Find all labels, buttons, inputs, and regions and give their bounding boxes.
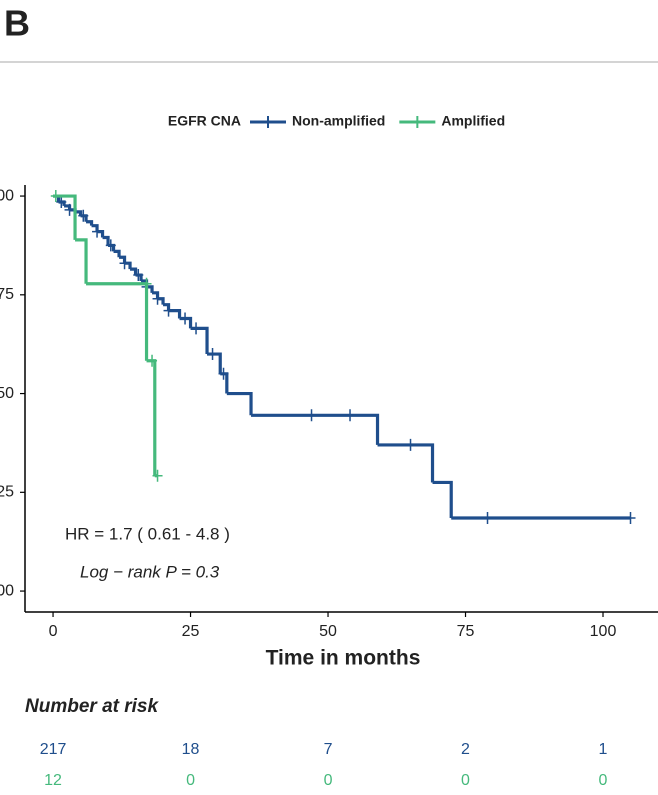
survival-step <box>207 352 222 374</box>
censor-mark <box>92 225 103 238</box>
censor-mark <box>152 292 163 305</box>
survival-step <box>168 309 182 319</box>
survival-step <box>157 297 165 305</box>
censor-mark <box>218 367 229 380</box>
x-axis-title: Time in months <box>266 647 421 670</box>
logrank-annotation: Log − rank P = 0.3 <box>80 562 220 581</box>
censor-mark <box>625 511 636 524</box>
survival-step <box>102 235 110 246</box>
survival-step <box>190 326 209 355</box>
x-tick-label: 100 <box>590 623 617 640</box>
censor-mark <box>147 354 158 367</box>
y-tick-label: 1.00 <box>0 187 14 204</box>
survival-step <box>226 391 253 416</box>
legend-label: Amplified <box>441 113 505 129</box>
censor-mark <box>56 195 67 208</box>
survival-step <box>130 267 138 276</box>
risk-count: 0 <box>599 772 608 789</box>
censor-mark <box>64 203 75 216</box>
survival-step <box>91 224 99 232</box>
risk-count: 0 <box>186 772 195 789</box>
survival-step <box>75 210 83 216</box>
y-tick-label: 0.50 <box>0 385 14 402</box>
censor-mark <box>119 257 130 270</box>
censor-mark <box>207 348 218 361</box>
survival-step <box>163 303 171 311</box>
x-tick-label: 50 <box>319 623 337 640</box>
x-tick-label: 25 <box>182 623 200 640</box>
y-tick-label: 0.00 <box>0 582 14 599</box>
censor-mark <box>141 277 152 290</box>
survival-step <box>251 413 380 445</box>
censor-mark <box>78 209 89 222</box>
censor-mark <box>180 312 191 325</box>
legend-label: Non-amplified <box>292 113 385 129</box>
x-tick-label: 75 <box>457 623 475 640</box>
legend-swatch-plus <box>262 116 274 128</box>
censor-mark <box>50 190 61 203</box>
censor-mark <box>191 322 202 335</box>
legend-swatch-plus <box>411 116 424 128</box>
survival-step <box>86 220 94 226</box>
survival-step <box>119 255 127 264</box>
x-tick-label: 0 <box>49 623 58 640</box>
censor-mark <box>306 409 317 422</box>
survival-step <box>124 261 132 270</box>
censor-mark <box>133 269 144 282</box>
censor-mark <box>152 469 163 482</box>
legend-title: EGFR CNA <box>168 113 241 129</box>
censor-mark <box>405 438 416 451</box>
censor-mark <box>163 304 174 317</box>
survival-step <box>113 249 121 258</box>
survival-step <box>75 238 88 284</box>
risk-count: 12 <box>44 772 62 789</box>
panel-label: B <box>4 3 30 44</box>
survival-step <box>86 282 149 361</box>
risk-count: 2 <box>461 741 470 758</box>
hr-annotation: HR = 1.7 ( 0.61 - 4.8 ) <box>65 524 230 543</box>
y-tick-label: 0.75 <box>0 286 14 303</box>
risk-count: 217 <box>40 741 67 758</box>
y-tick-label: 0.25 <box>0 484 14 501</box>
survival-step <box>97 230 105 238</box>
survival-step <box>432 480 453 518</box>
risk-count: 18 <box>182 741 200 758</box>
risk-count: 1 <box>599 741 608 758</box>
censor-mark <box>105 239 116 252</box>
survival-step <box>377 443 435 483</box>
risk-count: 7 <box>324 741 333 758</box>
survival-step <box>152 291 160 299</box>
risk-count: 0 <box>461 772 470 789</box>
risk-table-title: Number at risk <box>25 696 159 717</box>
risk-count: 0 <box>324 772 333 789</box>
censor-mark <box>345 409 356 422</box>
censor-mark <box>482 511 493 524</box>
survival-step <box>146 359 157 476</box>
